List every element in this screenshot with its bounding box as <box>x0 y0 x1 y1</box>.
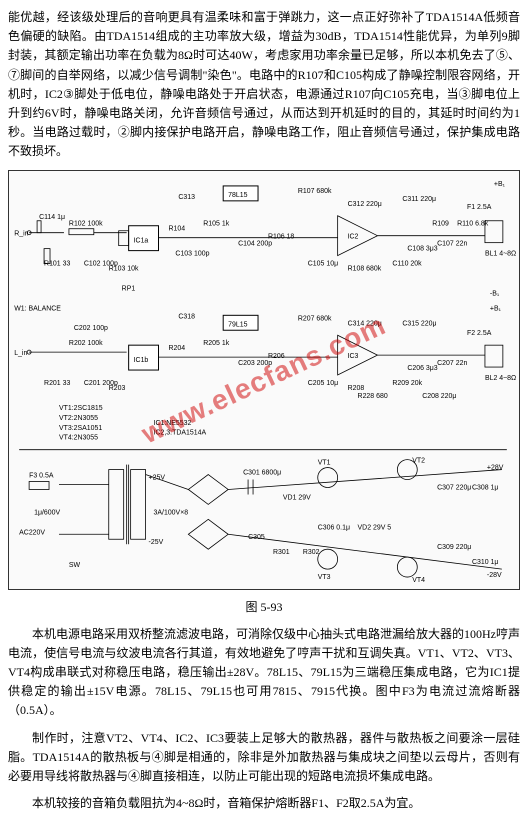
sw-label: SW <box>69 562 81 569</box>
f3-label: F3 0.5A <box>29 472 54 479</box>
ac-label: AC220V <box>19 529 45 536</box>
c306-label: C306 0.1μ <box>318 524 350 531</box>
rin-label: R_in <box>14 230 28 237</box>
c301-label: C301 6800μ <box>243 469 281 476</box>
r209-label: R209 20k <box>392 379 422 386</box>
neg-b: -B₁ <box>490 290 500 297</box>
c103-label: C103 100p <box>175 250 209 257</box>
power-supply-paragraph: 本机电源电路采用双桥整流滤波电路，可消除仅级中心抽头式电路泄漏给放大器的100H… <box>8 625 520 721</box>
r205-label: R205 1k <box>203 340 229 347</box>
c309-label: C309 220μ <box>437 544 471 551</box>
vt4-label: VT4 <box>412 577 425 584</box>
reg2-label: 79L15 <box>228 321 247 328</box>
ic-types: IC1:NE5532 <box>154 419 192 426</box>
r110-label: R110 6.8k <box>457 220 489 227</box>
r107-label: R107 680k <box>298 187 332 194</box>
figure-caption: 图 5-93 <box>8 598 520 617</box>
tx-ratio: 3A/100V×8 <box>154 509 189 516</box>
c205-label: C205 10μ <box>308 379 338 386</box>
ic3-label: IC3 <box>348 353 359 360</box>
reg1-label: 78L15 <box>228 191 247 198</box>
r101-label: R101 33 <box>44 260 70 267</box>
vt1-label: VT1 <box>318 459 331 466</box>
c310-label: C310 1μ <box>472 559 498 566</box>
bl1-label: BL1 4~8Ω <box>485 250 516 257</box>
r105-label: R105 1k <box>203 220 229 227</box>
c208-label: C208 220μ <box>422 392 456 399</box>
vd2-label: VD2 29V 5 <box>358 524 392 531</box>
vd1-label: VD1 29V <box>283 494 311 501</box>
c308-label: C308 1μ <box>472 484 498 491</box>
vt-types3: VT3:2SA1051 <box>59 424 102 431</box>
c108-label: C108 3μ3 <box>407 245 437 252</box>
fuse-spec: 1μ/600V <box>34 509 60 516</box>
c311-label: C311 220μ <box>402 195 436 202</box>
c206-label: C206 3μ3 <box>407 365 437 372</box>
c203-label: C203 200p <box>238 360 272 367</box>
ic1b-label: IC1b <box>134 357 149 364</box>
r204-label: R204 <box>168 345 185 352</box>
intro-paragraph: 能优越，经该级处理后的音响更具有温柔味和富于弹跳力，这一点正好弥补了TDA151… <box>8 8 520 162</box>
vt-types4: VT4:2N3055 <box>59 434 98 441</box>
c202-label: C202 100p <box>74 325 108 332</box>
c312-label: C312 220μ <box>348 200 382 207</box>
r202-label: R202 100k <box>69 340 103 347</box>
c110-label: C110 20k <box>392 260 422 267</box>
r102-label: R102 100k <box>69 220 103 227</box>
ic2-label: IC2 <box>348 233 359 240</box>
tap2: -25V <box>149 539 164 546</box>
rp1-label: RP1 <box>122 285 136 292</box>
fuse-paragraph: 本机较接的音箱负载阻抗为4~8Ω时，音箱保护熔断器F1、F2取2.5A为宜。 <box>8 794 520 813</box>
w1-label: W1: BALANCE <box>14 305 61 312</box>
circuit-svg: IC1a 78L15 IC2 C114 1μ R102 100k R101 33… <box>9 171 519 589</box>
r103-label: R103 10k <box>109 265 139 272</box>
r201-label: R201 33 <box>44 379 70 386</box>
vt-types: VT1:2SC1815 <box>59 404 103 411</box>
r301-label: R301 <box>273 549 290 556</box>
c105-label: C105 10μ <box>308 260 338 267</box>
r208-label: R208 <box>348 384 365 391</box>
vt3-label: VT3 <box>318 574 331 581</box>
c313-label: C313 <box>178 193 195 200</box>
c107-label: C107 22n <box>437 240 467 247</box>
ic-types2: IC2,3:TDA1514A <box>154 429 207 436</box>
r108-label: R108 680k <box>348 265 382 272</box>
r302-label: R302 <box>303 549 320 556</box>
c318-label: C318 <box>178 313 195 320</box>
c315-label: C315 220μ <box>402 320 436 327</box>
f1-label: F1 2.5A <box>467 203 492 210</box>
c104-label: C104 200p <box>238 240 272 247</box>
assembly-paragraph: 制作时，注意VT2、VT4、IC2、IC3要装上足够大的散热器，器件与散热板之间… <box>8 729 520 787</box>
circuit-diagram: IC1a 78L15 IC2 C114 1μ R102 100k R101 33… <box>8 170 520 590</box>
neg28: -28V <box>487 572 502 579</box>
c114-label: C114 1μ <box>39 213 65 220</box>
r106-label: R106 18 <box>268 233 294 240</box>
c207-label: C207 22n <box>437 360 467 367</box>
ic1a-label: IC1a <box>134 237 149 244</box>
r104-label: R104 <box>168 225 185 232</box>
c314-label: C314 220μ <box>348 320 382 327</box>
pos-b2: +B₁ <box>490 305 502 312</box>
c307-label: C307 220μ <box>437 484 471 491</box>
r207-label: R207 680k <box>298 315 332 322</box>
r206-label: R206 <box>268 353 285 360</box>
vt-types2: VT2:2N3055 <box>59 414 98 421</box>
vt2-label: VT2 <box>412 457 425 464</box>
pos-b: +B₁ <box>494 180 506 187</box>
f2-label: F2 2.5A <box>467 330 492 337</box>
bl2-label: BL2 4~8Ω <box>485 375 516 382</box>
r228-label: R228 680 <box>358 392 388 399</box>
r109-label: R109 <box>432 220 449 227</box>
c201-label: C201 200p <box>84 379 118 386</box>
lin-label: L_in <box>14 350 27 357</box>
